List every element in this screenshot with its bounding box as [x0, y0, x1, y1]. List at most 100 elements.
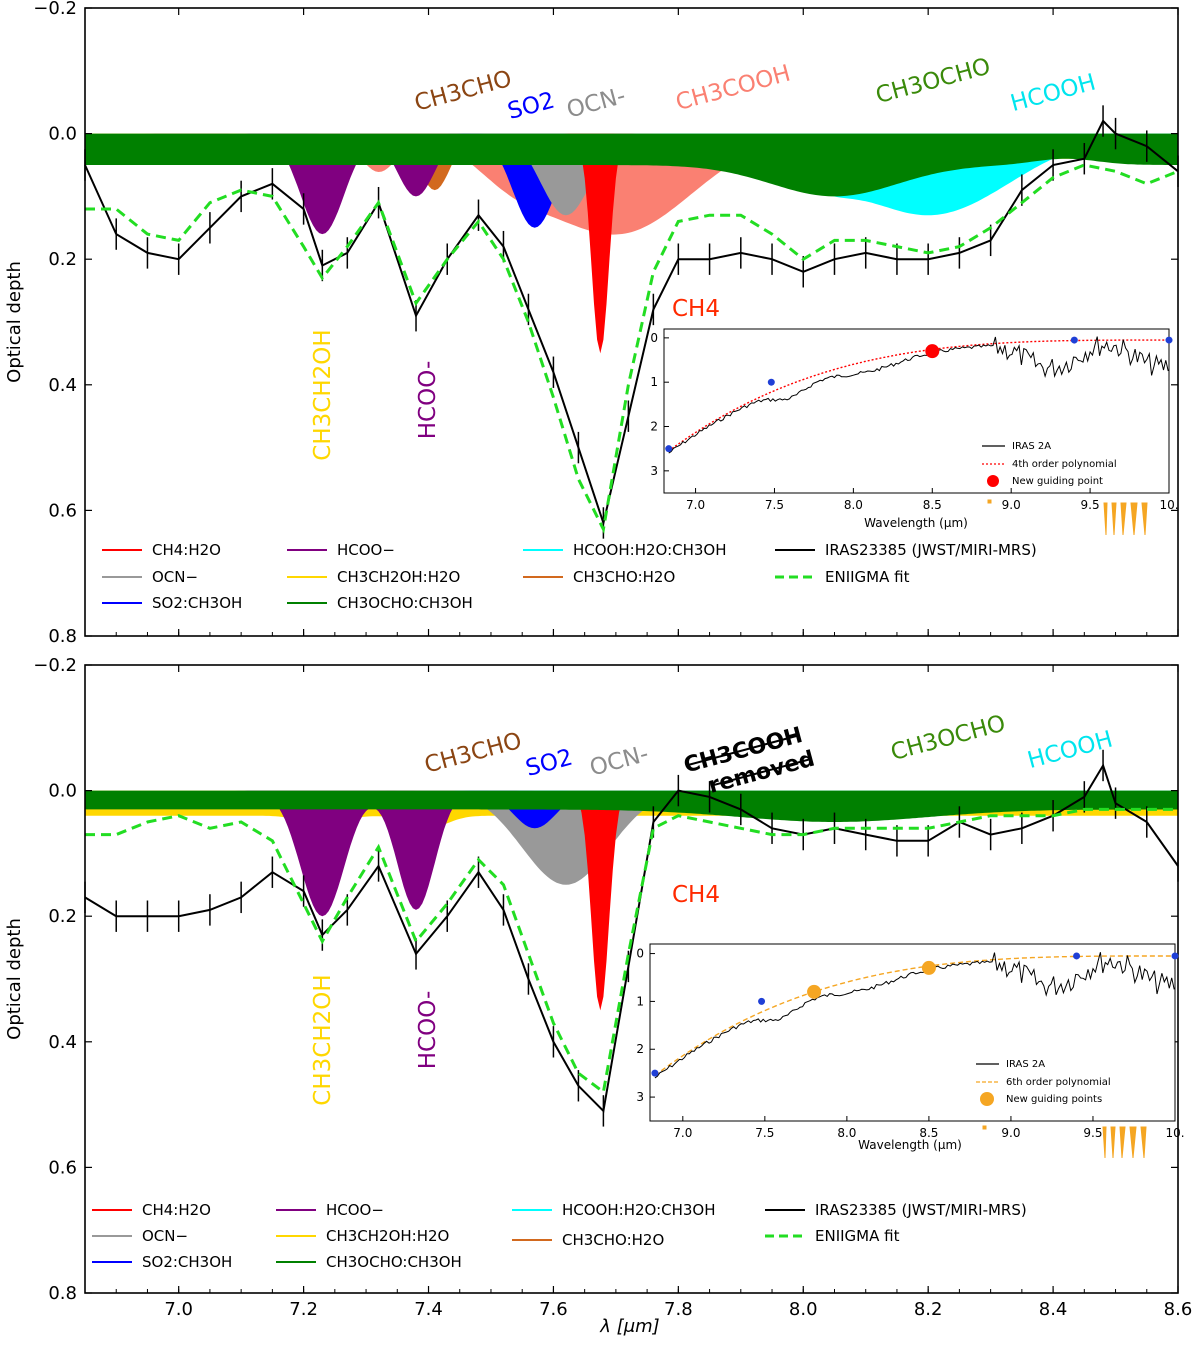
inset-y-tick-label: 3	[650, 464, 658, 478]
inset-x-tick-label: 9.5	[1081, 498, 1100, 512]
label-hcooh: HCOOH	[1008, 69, 1099, 117]
svg-text:HCOOH:H2O:CH3OH: HCOOH:H2O:CH3OH	[562, 1201, 716, 1219]
inset-y-tick-label: 3	[636, 1090, 644, 1104]
svg-text:CH3CH2OH:H2O: CH3CH2OH:H2O	[337, 568, 460, 586]
strikethrough	[711, 757, 812, 787]
inset-y-tick-label: 1	[650, 375, 658, 389]
legend-entry: IRAS23385 (JWST/MIRI-MRS)	[775, 541, 1037, 559]
fit-curve	[85, 807, 1178, 1095]
svg-text:CH4:H2O: CH4:H2O	[142, 1201, 211, 1219]
x-tick-label: 8.4	[1039, 1299, 1068, 1320]
legend-entry: HCOOH:H2O:CH3OH	[523, 541, 727, 559]
x-tick-label: 7.0	[164, 1299, 193, 1320]
y-tick-label: 0.6	[48, 1157, 77, 1178]
svg-text:CH4:H2O: CH4:H2O	[152, 541, 221, 559]
inset-spikes	[982, 1125, 1147, 1159]
x-tick-label: 7.4	[414, 1299, 443, 1320]
strikethrough	[686, 734, 800, 767]
inset-y-tick-label: 2	[636, 1042, 644, 1056]
inset-legend: IRAS 2A 6th order polynomial New guiding…	[976, 1059, 1111, 1106]
label-hcoo: HCOO-	[415, 991, 441, 1070]
svg-text:New guiding points: New guiding points	[1006, 1094, 1102, 1105]
label-ch3ch2oh: CH3CH2OH	[310, 329, 336, 460]
svg-text:CH3OCHO:CH3OH: CH3OCHO:CH3OH	[326, 1253, 462, 1271]
component-area-ch3cooh	[85, 133, 1178, 235]
x-tick-label: 8.2	[914, 1299, 943, 1320]
legend-entry: SO2:CH3OH	[92, 1253, 232, 1271]
legend-entry: CH4:H2O	[102, 541, 221, 559]
label-ch3cooh: CH3COOH	[673, 60, 793, 116]
legend-entry: HCOO−	[287, 541, 395, 559]
inset-anchor-point	[767, 378, 775, 386]
label-ch3cho: CH3CHO	[412, 66, 515, 117]
inset-x-tick-label: 8.5	[923, 498, 942, 512]
inset-anchor-point	[1165, 336, 1173, 344]
inset-polynomial-curve	[654, 955, 1174, 1077]
svg-text:HCOOH:H2O:CH3OH: HCOOH:H2O:CH3OH	[573, 541, 727, 559]
component-area-hcoo-	[85, 790, 1178, 917]
legend: CH4:H2O OCN− SO2:CH3OH HCOO− CH3CH2OH:H2…	[102, 541, 1037, 612]
svg-text:OCN−: OCN−	[142, 1227, 188, 1245]
inset-x-label: Wavelength (μm)	[864, 516, 968, 530]
svg-text:HCOO−: HCOO−	[337, 541, 395, 559]
legend-entry: HCOO−	[276, 1201, 384, 1219]
x-tick-label: 7.8	[664, 1299, 693, 1320]
legend-entry: OCN−	[102, 568, 198, 586]
legend-entry: OCN−	[92, 1227, 188, 1245]
inset-y-tick-label: 0	[650, 331, 658, 345]
inset-y-tick-label: 0	[636, 947, 644, 961]
inset-x-tick-label: 8.0	[844, 498, 863, 512]
x-tick-label: 8.0	[789, 1299, 818, 1320]
inset-x-tick-label: 7.0	[673, 1126, 692, 1140]
svg-text:New guiding point: New guiding point	[1012, 476, 1103, 487]
y-tick-label: 0.0	[48, 124, 77, 145]
legend-entry: IRAS23385 (JWST/MIRI-MRS)	[765, 1201, 1027, 1219]
svg-text:IRAS 2A: IRAS 2A	[1006, 1059, 1045, 1070]
y-tick-label: 0.8	[48, 1283, 77, 1304]
y-tick-label: −0.2	[33, 655, 77, 676]
svg-text:ENIIGMA fit: ENIIGMA fit	[815, 1227, 900, 1245]
inset-guiding-point	[807, 984, 822, 999]
component-area-ch3ocho-ch3oh	[85, 790, 1178, 822]
svg-text:6th order polynomial: 6th order polynomial	[1006, 1077, 1111, 1088]
inset-x-tick-label: 7.5	[755, 1126, 774, 1140]
legend-entry: CH3OCHO:CH3OH	[287, 594, 473, 612]
legend: CH4:H2O OCN− SO2:CH3OH HCOO− CH3CH2OH:H2…	[92, 1201, 1027, 1271]
label-ocn: OCN-	[564, 83, 628, 124]
legend-entry: ENIIGMA fit	[765, 1227, 900, 1245]
svg-text:IRAS 2A: IRAS 2A	[1012, 441, 1051, 452]
inset-x-tick-label: 9.5	[1083, 1126, 1102, 1140]
x-tick-label: 8.6	[1164, 1299, 1193, 1320]
inset-spikes	[987, 499, 1148, 536]
legend-entry: CH3CH2OH:H2O	[287, 568, 460, 586]
x-axis-label: λ [μm]	[599, 1316, 659, 1337]
label-ch3ocho: CH3OCHO	[873, 53, 993, 109]
inset-spectrum	[668, 336, 1169, 454]
inset-x-tick-label: 7.0	[686, 498, 705, 512]
top-panel: −0.2 0.0 0.2 0.4 0.6 0.8 Optical depth CH3CHO…	[4, 0, 1179, 647]
legend-entry: CH3OCHO:CH3OH	[276, 1253, 462, 1271]
plot-frame	[84, 664, 1179, 1294]
inset-anchor-point	[1070, 336, 1078, 344]
svg-text:SO2:CH3OH: SO2:CH3OH	[142, 1253, 232, 1271]
inset-x-label: Wavelength (μm)	[858, 1138, 962, 1152]
y-tick-label: 0.6	[48, 500, 77, 521]
inset-x-tick-label: 9.0	[1001, 1126, 1020, 1140]
svg-text:CH3CHO:H2O: CH3CHO:H2O	[573, 568, 675, 586]
svg-text:4th order polynomial: 4th order polynomial	[1012, 459, 1117, 470]
inset-anchor-point	[665, 445, 673, 453]
inset-anchor-point	[1171, 952, 1179, 960]
label-ch4: CH4	[672, 296, 720, 322]
component-area-ch3ocho-ch3oh	[85, 133, 1178, 197]
y-axis-label: Optical depth	[4, 918, 25, 1040]
y-tick-label: 0.0	[48, 781, 77, 802]
inset-plot: 7.0 7.5 8.0 8.5 9.0 9.5 10. 0 1 2 3 Wavelength (μm…	[650, 328, 1179, 536]
y-tick-label: 0.8	[48, 626, 77, 647]
label-ocn: OCN-	[587, 741, 651, 782]
svg-text:SO2:CH3OH: SO2:CH3OH	[152, 594, 242, 612]
label-ch3cho: CH3CHO	[422, 728, 525, 779]
inset-x-tick-label: 8.5	[919, 1126, 938, 1140]
svg-text:ENIIGMA fit: ENIIGMA fit	[825, 568, 910, 586]
legend-entry: CH4:H2O	[92, 1201, 211, 1219]
inset-x-tick-label: 9.0	[1002, 498, 1021, 512]
